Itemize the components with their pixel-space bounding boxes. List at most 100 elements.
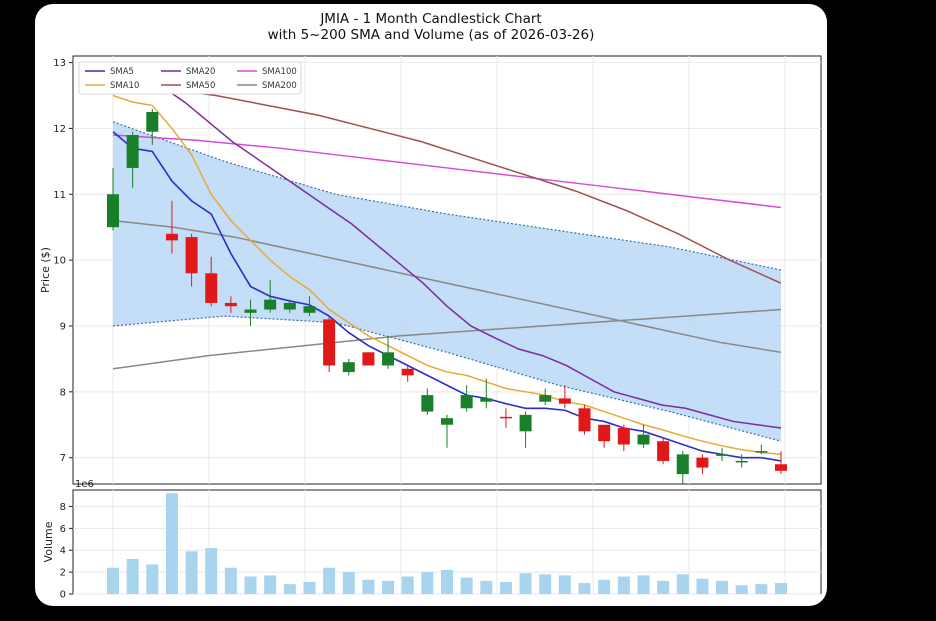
volume-tick-label: 0 [60, 590, 66, 601]
volume-bar [558, 575, 571, 594]
chart-card: JMIA - 1 Month Candlestick Chart with 5~… [35, 4, 827, 606]
candle-body [107, 194, 119, 228]
y-tick-label: 7 [60, 453, 66, 464]
volume-bar [146, 564, 159, 594]
candle-body [539, 395, 552, 402]
legend: SMA5 SMA10 SMA20 SMA50 SMA100 SMA200 [78, 61, 302, 95]
chart-title-line1: JMIA - 1 Month Candlestick Chart [319, 11, 541, 27]
candle-body [598, 424, 611, 442]
candle-body [264, 299, 277, 310]
volume-bar [303, 581, 316, 594]
volume-bar [283, 584, 296, 594]
volume-bar [735, 585, 748, 594]
candle-body [205, 273, 218, 303]
volume-bar [696, 578, 709, 594]
y-tick-label: 10 [53, 256, 66, 267]
bollinger-band [113, 121, 781, 442]
volume-bar [323, 567, 336, 594]
sma200-lower-line [112, 308, 782, 370]
volume-bar [499, 581, 512, 594]
volume-exponent: 1e6 [75, 479, 94, 490]
volume-bar [362, 579, 375, 594]
candle-body [519, 414, 532, 432]
candle-body [421, 395, 434, 412]
volume-tick-label: 2 [60, 568, 66, 579]
candle-body [499, 416, 512, 419]
sma200-line [112, 219, 782, 354]
y-tick-label: 13 [53, 58, 66, 69]
candle-body [382, 352, 395, 366]
candle-body [716, 454, 729, 456]
volume-bar [342, 572, 355, 594]
candle-body [735, 460, 748, 463]
candle-body [460, 395, 473, 409]
candle-body [558, 398, 571, 404]
candle-body [165, 233, 178, 241]
volume-bar [598, 579, 611, 594]
candle-body [676, 454, 689, 475]
volume-bar [185, 551, 198, 594]
sma100-line [112, 134, 782, 209]
candle-body [126, 135, 139, 168]
volume-bar [716, 580, 729, 594]
volume-bar [244, 576, 257, 594]
volume-bar [617, 576, 630, 594]
chart-title-line2: with 5~200 SMA and Volume (as of 2026-03… [268, 27, 595, 43]
volume-bar [578, 583, 591, 594]
volume-bar [441, 569, 453, 594]
band-upper-line [112, 121, 782, 271]
volume-tick-label: 6 [60, 524, 66, 535]
volume-bar [205, 548, 218, 594]
legend-label: SMA200 [262, 81, 297, 91]
volume-bar [421, 572, 434, 594]
legend-label: SMA20 [186, 67, 215, 77]
candle-body [401, 368, 414, 376]
sma50-line [112, 81, 782, 284]
volume-tick-label: 8 [60, 502, 66, 513]
candle-body [657, 441, 670, 461]
candle-body [480, 398, 493, 402]
volume-bar [382, 580, 395, 594]
band-lower-line [112, 315, 782, 442]
candle-body [323, 319, 336, 366]
candle-body [303, 306, 316, 313]
volume-bar [401, 576, 414, 594]
candle-body [755, 451, 768, 453]
candle-body [637, 434, 650, 445]
sma20-line [112, 71, 782, 429]
legend-label: SMA100 [262, 67, 297, 77]
volume-bar [657, 580, 670, 594]
candle-body [283, 302, 296, 310]
volume-bar [480, 580, 493, 594]
candle-body [617, 428, 630, 445]
volume-bar [539, 574, 552, 594]
y-tick-label: 12 [53, 124, 66, 135]
candle-body [696, 457, 709, 468]
candle-body [362, 352, 375, 366]
candle-body [578, 408, 591, 432]
candle-body [146, 111, 159, 132]
y-tick-label: 11 [53, 190, 66, 201]
volume-tick-label: 4 [60, 546, 66, 557]
candle-body [342, 362, 355, 373]
candle-body [244, 309, 257, 313]
volume-bar [676, 574, 689, 594]
volume-bar [460, 577, 473, 594]
candle-body [224, 302, 237, 307]
volume-bar [126, 558, 139, 594]
volume-bar [165, 493, 178, 594]
price-axis-label: Price ($) [39, 247, 52, 293]
volume-bar [637, 575, 650, 594]
volume-bar [755, 584, 768, 594]
volume-bar [224, 567, 237, 594]
y-tick-label: 9 [60, 321, 66, 332]
volume-bar [264, 575, 277, 594]
volume-axis-label: Volume [42, 521, 55, 562]
y-tick-label: 8 [60, 387, 66, 398]
candlestick-chart: JMIA - 1 Month Candlestick Chart with 5~… [39, 11, 822, 601]
candle-body [441, 418, 453, 425]
sma10-line [112, 94, 782, 456]
sma5-line [112, 131, 782, 462]
legend-label: SMA10 [110, 81, 139, 91]
candle-body [775, 464, 787, 471]
